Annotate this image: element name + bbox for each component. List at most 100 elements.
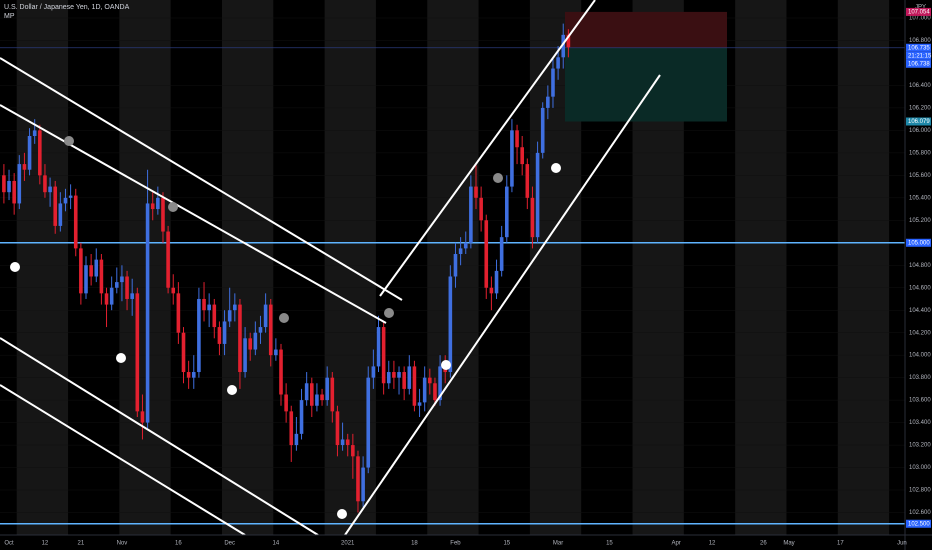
y-tick-label: 103.000 — [909, 465, 931, 471]
candle-body — [304, 383, 309, 401]
candle-body — [530, 197, 535, 238]
candle-body — [27, 135, 32, 170]
candle-body — [17, 164, 22, 204]
candle-body — [345, 439, 350, 446]
currency: JPY — [915, 5, 926, 11]
candle-body — [494, 270, 499, 294]
candle-body — [207, 304, 211, 311]
candle-body — [381, 327, 386, 384]
candle-body — [104, 293, 109, 305]
y-tick-label: 102.800 — [909, 488, 931, 494]
candle-body — [58, 203, 63, 226]
y-tick-label: 103.800 — [909, 375, 931, 381]
candle-body — [84, 265, 88, 294]
candle-body — [222, 321, 227, 344]
candle-body — [489, 287, 494, 294]
target-zone — [565, 47, 727, 122]
candle-body — [48, 186, 52, 193]
x-tick-label: Dec — [224, 541, 235, 547]
y-tick-label: 105.600 — [909, 173, 931, 179]
candle-body — [227, 310, 232, 322]
candle-body — [268, 304, 273, 356]
session-band — [735, 0, 787, 535]
candle-body — [546, 96, 550, 108]
candle-body — [566, 34, 571, 48]
dot — [227, 385, 237, 395]
candle-body — [202, 298, 206, 311]
y-tick-label: 106.800 — [909, 38, 931, 44]
candle-body — [504, 186, 509, 238]
dot — [337, 509, 347, 519]
candle-body — [99, 259, 104, 294]
y-tick-label: 106.400 — [909, 83, 931, 89]
level-label-bg — [906, 519, 931, 528]
candle-body — [191, 372, 196, 378]
x-tick-label: Nov — [117, 541, 128, 547]
candle-body — [38, 130, 42, 176]
ask-label: 106.738 — [908, 61, 930, 67]
candle-body — [510, 130, 514, 187]
trend-line — [0, 384, 246, 536]
y-tick-label: 104.400 — [909, 308, 931, 314]
candle-body — [320, 394, 324, 401]
candle-body — [474, 186, 478, 198]
candle-body — [412, 366, 417, 406]
candle-body — [53, 186, 58, 226]
candle-body — [284, 394, 288, 412]
candle-body — [140, 411, 145, 423]
y-tick-label: 104.000 — [909, 353, 931, 359]
price-label-bg — [906, 7, 931, 16]
y-tick-label: 105.400 — [909, 195, 931, 201]
candle-body — [156, 197, 160, 210]
y-tick-label: 104.200 — [909, 330, 931, 336]
trend-line — [0, 337, 319, 536]
candle-body — [386, 372, 391, 384]
session-band — [16, 0, 69, 535]
x-tick-label: May — [783, 541, 794, 547]
candle-body — [263, 304, 268, 328]
candle-body — [248, 338, 253, 350]
x-tick-label: Apr — [671, 541, 680, 547]
candle-body — [294, 433, 299, 446]
x-tick-label: Feb — [450, 541, 461, 547]
candle-body — [279, 349, 283, 395]
candle-body — [186, 372, 191, 378]
candle-body — [371, 366, 376, 378]
candle-body — [551, 68, 555, 97]
candle-body — [238, 304, 242, 373]
candle-body — [258, 327, 263, 333]
y-tick-label: 104.800 — [909, 263, 931, 269]
price-axis — [905, 0, 932, 550]
candle-body — [356, 456, 360, 502]
price-label: 107.054 — [908, 9, 930, 15]
candle-body — [94, 259, 99, 277]
candle-body — [392, 372, 396, 378]
candle-body — [43, 175, 47, 193]
candle-body — [89, 265, 93, 277]
session-band — [427, 0, 479, 535]
dot — [551, 163, 561, 173]
candle-body — [68, 195, 73, 198]
candle-body — [63, 197, 68, 204]
dot — [441, 360, 451, 370]
candle-body — [397, 372, 401, 378]
chart-title: U.S. Dollar / Japanese Yen, 1D, OANDA — [4, 4, 130, 11]
time-axis — [0, 535, 905, 550]
price-label-bg — [906, 43, 931, 52]
y-tick-label: 103.200 — [909, 443, 931, 449]
countdown: 21:21:15 — [908, 53, 932, 59]
candle-body — [366, 377, 371, 468]
candle-body — [540, 107, 545, 153]
candle-body — [22, 164, 27, 170]
x-tick-label: 15 — [606, 541, 613, 547]
price-label: 106.735 — [908, 45, 930, 51]
candle-body — [463, 242, 468, 249]
candle-body — [253, 332, 258, 350]
candle-body — [2, 175, 6, 193]
candle-body — [73, 195, 78, 249]
trend-line — [379, 0, 596, 297]
x-tick-label: 14 — [273, 541, 280, 547]
y-tick-label: 106.200 — [909, 105, 931, 111]
dot — [116, 353, 126, 363]
